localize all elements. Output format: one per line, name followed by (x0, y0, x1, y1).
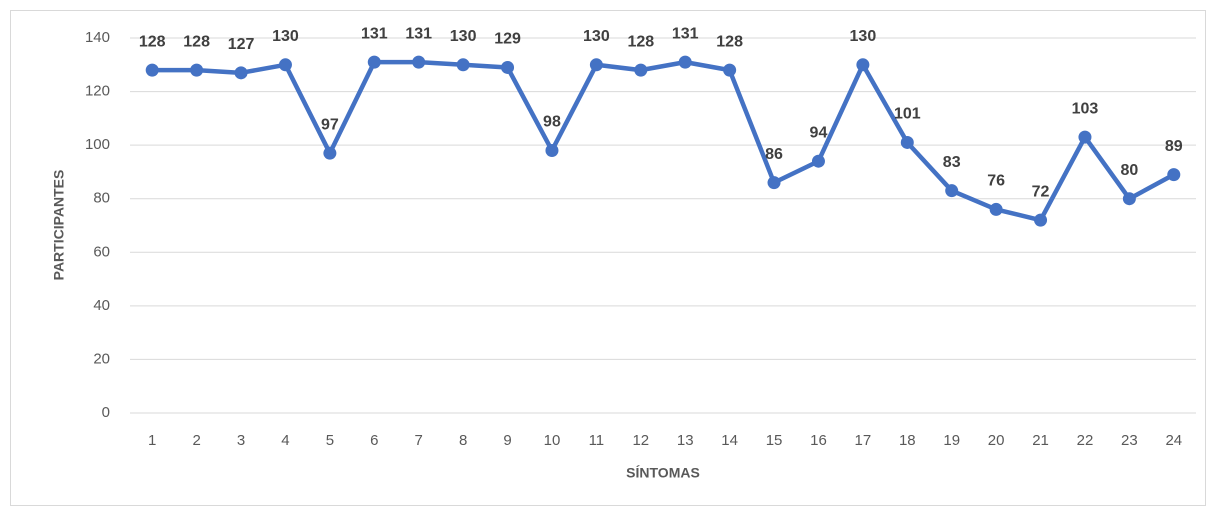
x-tick-label: 13 (677, 432, 694, 449)
data-label: 94 (810, 124, 828, 141)
x-tick-label: 23 (1121, 432, 1138, 449)
data-label: 129 (494, 31, 521, 48)
x-tick-label: 14 (721, 432, 738, 449)
data-point (678, 55, 692, 69)
data-label: 130 (583, 28, 610, 45)
data-point (1034, 213, 1048, 227)
y-tick-label: 80 (93, 190, 110, 207)
data-label: 130 (272, 28, 299, 45)
x-tick-label: 18 (899, 432, 916, 449)
y-tick-label: 0 (102, 404, 110, 421)
x-tick-label: 22 (1077, 432, 1094, 449)
data-label: 128 (139, 33, 166, 50)
series-line (152, 59, 1175, 223)
x-tick-label: 21 (1032, 432, 1049, 449)
data-point (501, 60, 515, 74)
data-point (767, 176, 781, 190)
data-point (856, 58, 870, 72)
x-tick-label: 19 (943, 432, 960, 449)
x-tick-label: 5 (326, 432, 334, 449)
data-point (234, 66, 248, 80)
y-tick-label: 40 (93, 297, 110, 314)
data-point (811, 154, 825, 168)
data-point (323, 146, 337, 160)
x-tick-label: 17 (855, 432, 872, 449)
data-point (190, 63, 204, 77)
data-label: 89 (1165, 138, 1183, 155)
data-point (589, 58, 603, 72)
data-label: 98 (543, 114, 561, 131)
data-label: 127 (228, 36, 255, 53)
x-tick-label: 11 (589, 432, 605, 449)
data-point (412, 55, 426, 69)
y-tick-label: 140 (85, 29, 110, 46)
data-label: 128 (716, 33, 743, 50)
x-tick-label: 9 (503, 432, 511, 449)
x-tick-label: 7 (415, 432, 423, 449)
data-label: 103 (1072, 100, 1099, 117)
data-label: 128 (627, 33, 654, 50)
x-tick-label: 8 (459, 432, 467, 449)
data-label: 86 (765, 146, 783, 163)
x-tick-label: 6 (370, 432, 378, 449)
data-point (1078, 130, 1092, 144)
data-point (367, 55, 381, 69)
data-label: 130 (450, 28, 477, 45)
data-point (456, 58, 470, 72)
x-tick-label: 12 (632, 432, 649, 449)
data-point (1122, 192, 1136, 206)
y-axis-title: PARTICIPANTES (51, 170, 67, 281)
x-tick-label: 3 (237, 432, 245, 449)
data-point (900, 135, 914, 149)
y-tick-label: 100 (85, 136, 110, 153)
x-tick-label: 1 (148, 432, 156, 449)
x-tick-label: 15 (766, 432, 783, 449)
x-tick-label: 10 (544, 432, 561, 449)
data-point (945, 184, 959, 198)
x-tick-label: 4 (281, 432, 289, 449)
data-point (278, 58, 292, 72)
data-label: 83 (943, 154, 961, 171)
x-axis-title: SÍNTOMAS (626, 465, 700, 481)
data-label: 128 (183, 33, 210, 50)
data-point (989, 202, 1003, 216)
data-label: 101 (894, 106, 921, 123)
y-tick-label: 20 (93, 350, 110, 367)
data-point (723, 63, 737, 77)
data-label: 131 (672, 25, 699, 42)
data-label: 131 (361, 25, 388, 42)
data-label: 131 (405, 25, 432, 42)
data-label: 72 (1032, 183, 1050, 200)
x-tick-label: 2 (192, 432, 200, 449)
data-point (634, 63, 648, 77)
data-point (145, 63, 159, 77)
y-tick-label: 120 (85, 83, 110, 100)
x-tick-label: 24 (1165, 432, 1182, 449)
data-label: 80 (1120, 162, 1138, 179)
x-tick-label: 16 (810, 432, 827, 449)
data-point (545, 144, 559, 157)
y-tick-label: 60 (93, 243, 110, 260)
x-tick-label: 20 (988, 432, 1005, 449)
data-point (1167, 168, 1181, 182)
chart-frame (10, 10, 1206, 506)
data-label: 97 (321, 116, 339, 133)
data-label: 76 (987, 173, 1005, 190)
data-label: 130 (850, 28, 877, 45)
